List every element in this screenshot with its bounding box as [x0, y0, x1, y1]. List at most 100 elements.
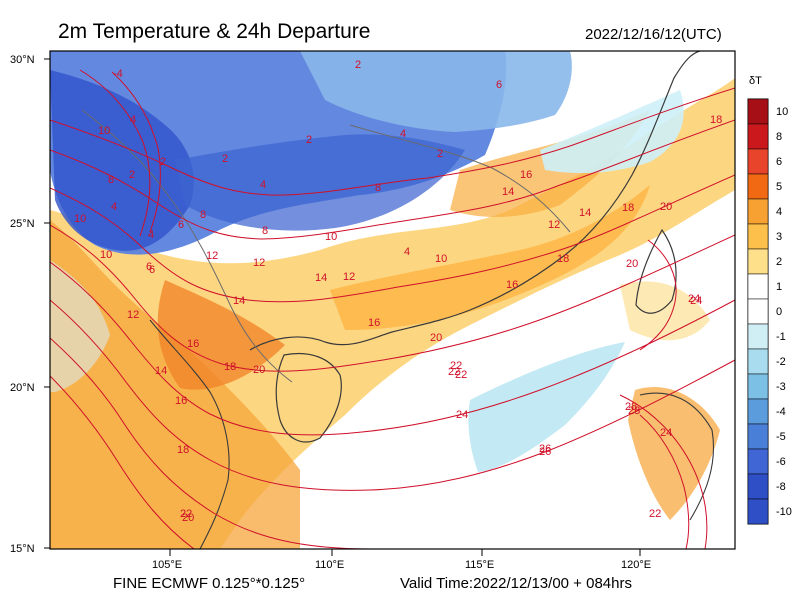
contour-label: 18: [177, 444, 189, 456]
contour-label: 24: [690, 295, 702, 307]
contour-label: 20: [253, 364, 265, 376]
contour-label: 26: [539, 443, 551, 455]
legend-swatch: [747, 473, 769, 500]
lon-label-120e: 120°E: [621, 559, 651, 571]
contour-label: 24: [688, 293, 700, 305]
legend-swatch: [747, 98, 769, 125]
coastline-taiwan: [635, 228, 677, 314]
lat-label-25n: 25°N: [10, 218, 35, 230]
legend-swatch: [747, 198, 769, 225]
legend-label: 1: [776, 281, 782, 293]
coastline-hainan: [275, 352, 342, 443]
contour-label: 18: [622, 202, 634, 214]
contour-label: 6: [178, 219, 184, 231]
coastline-vietnam: [149, 319, 230, 549]
legend-swatch: [747, 273, 769, 300]
contour-label: 8: [375, 182, 381, 194]
contour-label: 2: [306, 134, 312, 146]
contour-label: 16: [368, 317, 380, 329]
contour-label: 4: [260, 179, 266, 191]
model-caption: FINE ECMWF 0.125°*0.125°: [113, 575, 306, 592]
legend-swatch: [747, 223, 769, 250]
legend-swatch: [747, 298, 769, 325]
legend-label: 3: [776, 231, 782, 243]
contour-label: 16: [187, 338, 199, 350]
contour-label: 10: [98, 125, 110, 137]
contour-label: 20: [626, 258, 638, 270]
warm-region-luzon: [628, 386, 720, 520]
contour-label: -4: [113, 68, 123, 80]
contour-label: 14: [579, 207, 591, 219]
contour-label: 24: [660, 427, 672, 439]
contour-label: 2: [222, 153, 228, 165]
latitude-axis: 30°N 25°N 20°N 15°N: [10, 54, 50, 555]
legend-label: -4: [776, 406, 786, 418]
contour-label: 14: [233, 295, 245, 307]
contour-label: 4: [148, 229, 154, 241]
cold-region-north: [300, 51, 572, 132]
legend-swatch: [747, 173, 769, 200]
contour-label: 6: [149, 264, 155, 276]
legend-swatch: [747, 398, 769, 425]
map-frame: [49, 50, 736, 550]
lat-label-20n: 20°N: [10, 382, 35, 394]
legend-swatch: [747, 148, 769, 175]
contour-label: 24: [456, 409, 468, 421]
isotherm-lines: [50, 69, 735, 549]
contour-label: 10: [100, 249, 112, 261]
contour-label: 18: [557, 253, 569, 265]
contour-label: 2: [129, 169, 135, 181]
contour-label: 12: [206, 250, 218, 262]
lat-label-15n: 15°N: [10, 543, 35, 555]
contour-label: 10: [74, 213, 86, 225]
contour-label: 28: [625, 401, 637, 413]
contour-label: 20: [182, 512, 194, 524]
contour-label: 8: [200, 209, 206, 221]
legend-label: -5: [776, 431, 786, 443]
contour-label: 4: [130, 114, 136, 126]
legend-swatch: [747, 123, 769, 150]
contour-label: 10: [435, 253, 447, 265]
legend-label: 5: [776, 181, 782, 193]
contour-label: 16: [506, 279, 518, 291]
warm-region-southwest: [50, 220, 300, 549]
contour-label: 12: [343, 271, 355, 283]
legend-label: 4: [776, 206, 782, 218]
warm-region-taiwan: [620, 281, 710, 341]
legend-swatch: [747, 448, 769, 475]
cool-region-ocean: [468, 342, 625, 472]
contour-label: 8: [262, 225, 268, 237]
figure-title: 2m Temperature & 24h Departure: [58, 20, 371, 43]
contour-label: 12: [127, 309, 139, 321]
contour-label: 4: [400, 128, 406, 140]
contour-label: 14: [315, 272, 327, 284]
contour-label: 16: [175, 395, 187, 407]
contour-label: 4: [404, 246, 410, 258]
legend-swatch: [747, 423, 769, 450]
legend-label: -6: [776, 456, 786, 468]
contour-label: 2: [355, 59, 361, 71]
contour-label: 14: [502, 186, 514, 198]
lon-label-110e: 110°E: [315, 559, 344, 571]
warm-region-coast: [330, 185, 650, 330]
contour-label: 22: [180, 508, 192, 520]
legend-label: 8: [776, 131, 782, 143]
contour-label: 12: [253, 257, 265, 269]
legend-swatch: [747, 373, 769, 400]
contour-label: 20: [430, 332, 442, 344]
legend-swatch: [747, 323, 769, 350]
longitude-axis: 105°E 110°E 115°E 120°E: [152, 549, 651, 571]
contour-label: 12: [548, 219, 560, 231]
contour-label: 22: [450, 360, 462, 372]
lon-label-115e: 115°E: [465, 559, 494, 571]
contour-label: 26: [539, 446, 551, 458]
contour-label: 20: [660, 201, 672, 213]
contour-label: 18: [224, 361, 236, 373]
warm-region-gulf: [157, 280, 285, 390]
legend-label: -3: [776, 381, 786, 393]
legend-label: -1: [776, 331, 786, 343]
coastline-china: [249, 51, 701, 351]
figure-timestamp: 2022/12/16/12(UTC): [585, 26, 722, 43]
